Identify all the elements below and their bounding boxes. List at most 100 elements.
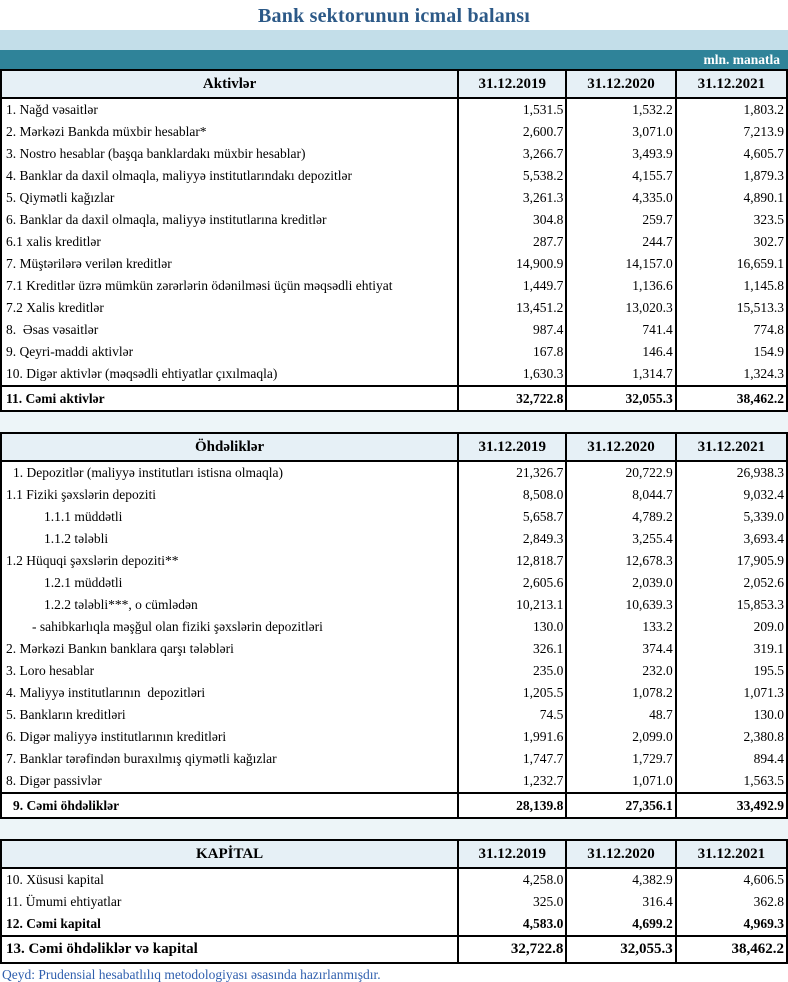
table-row: - sahibkarlıqla məşğul olan fiziki şəxsl… <box>1 616 787 638</box>
cell-value: 1,071.0 <box>565 770 676 793</box>
capital-table: KAPİTAL 31.12.2019 31.12.2020 31.12.2021… <box>0 839 788 964</box>
column-header: 31.12.2020 <box>565 433 676 462</box>
row-label: 1.2.2 tələbli***, o cümlədən <box>44 597 198 612</box>
cell-value: 4,789.2 <box>565 506 676 528</box>
row-label: 11. Ümumi ehtiyatlar <box>6 894 122 909</box>
row-label: 10. Digər aktivlər (məqsədli ehtiyatlar … <box>6 366 278 381</box>
cell-value: 302.7 <box>674 231 787 253</box>
cell-value: 167.8 <box>457 341 567 363</box>
cell-value: 32,722.8 <box>457 935 567 963</box>
table-row: 1.1.2 tələbli 2,849.3 3,255.4 3,693.4 <box>1 528 787 550</box>
capital-header-row: KAPİTAL 31.12.2019 31.12.2020 31.12.2021 <box>1 840 787 869</box>
cell-value: 3,493.9 <box>565 143 676 165</box>
cell-value: 1,205.5 <box>457 682 567 704</box>
cell-value: 2,849.3 <box>457 528 567 550</box>
cell-value: 3,071.0 <box>565 121 676 143</box>
table-row: 8. Əsas vəsaitlər 987.4 741.4 774.8 <box>1 319 787 341</box>
cell-value: 14,157.0 <box>565 253 676 275</box>
cell-value: 38,462.2 <box>674 385 787 411</box>
cell-value: 13,020.3 <box>565 297 676 319</box>
row-label: 7.1 Kreditlər üzrə mümkün zərərlərin ödə… <box>6 278 393 293</box>
cell-value: 130.0 <box>674 704 787 726</box>
row-label: 1.2.1 müddətli <box>44 575 123 590</box>
cell-value: 1,563.5 <box>674 770 787 793</box>
row-label: 6. Banklar da daxil olmaqla, maliyyə ins… <box>6 212 327 227</box>
column-header: 31.12.2019 <box>457 433 567 462</box>
table-row: 1.2.2 tələbli***, o cümlədən 10,213.1 10,6… <box>1 594 787 616</box>
row-label: 2. Mərkəzi Bankda müxbir hesablar* <box>6 124 207 139</box>
row-label: 1.1 Fiziki şəxslərin depoziti <box>6 487 156 502</box>
table-row: 1. Depozitlər (maliyyə institutları isti… <box>1 461 787 484</box>
cell-value: 8,508.0 <box>457 484 567 506</box>
table-row: 7.1 Kreditlər üzrə mümkün zərərlərin ödə… <box>1 275 787 297</box>
table-row: 6. Banklar da daxil olmaqla, maliyyə ins… <box>1 209 787 231</box>
column-header: 31.12.2019 <box>457 70 567 99</box>
table-row: 5. Bankların kreditləri 74.5 48.7 130.0 <box>1 704 787 726</box>
section-header: Aktivlər <box>1 70 459 99</box>
footnote: Qeyd: Prudensial hesabatlılıq metodologi… <box>2 967 381 982</box>
table-row: 13. Cəmi öhdəliklər və kapital 32,722.8 32… <box>1 935 787 963</box>
row-label: 12. Cəmi kapital <box>6 916 101 931</box>
cell-value: 5,658.7 <box>457 506 567 528</box>
cell-value: 259.7 <box>565 209 676 231</box>
cell-value: 1,449.7 <box>457 275 567 297</box>
cell-value: 325.0 <box>457 891 567 913</box>
row-label: 5. Qiymətli kağızlar <box>6 190 115 205</box>
table-row: 6.1 xalis kreditlər 287.7 244.7 302.7 <box>1 231 787 253</box>
column-header: 31.12.2019 <box>457 840 567 869</box>
table-row: 9. Cəmi öhdəliklər 28,139.8 27,356.1 33,492… <box>1 792 787 818</box>
cell-value: 1,071.3 <box>674 682 787 704</box>
cell-value: 7,213.9 <box>674 121 787 143</box>
cell-value: 133.2 <box>565 616 676 638</box>
cell-value: 1,803.2 <box>674 98 787 121</box>
cell-value: 4,258.0 <box>457 868 567 891</box>
table-row: 1.1 Fiziki şəxslərin depoziti 8,508.0 8,04… <box>1 484 787 506</box>
cell-value: 1,232.7 <box>457 770 567 793</box>
cell-value: 2,600.7 <box>457 121 567 143</box>
cell-value: 20,722.9 <box>565 461 676 484</box>
liabilities-header-row: Öhdəliklər 31.12.2019 31.12.2020 31.12.2… <box>1 433 787 462</box>
table-row: 2. Mərkəzi Bankda müxbir hesablar* 2,600.… <box>1 121 787 143</box>
column-header: 31.12.2021 <box>674 433 787 462</box>
column-header: 31.12.2021 <box>674 70 787 99</box>
cell-value: 28,139.8 <box>457 792 567 818</box>
unit-label: mln. manatla <box>0 50 788 69</box>
row-label: 4. Maliyyə institutlarının depozitləri <box>6 685 206 700</box>
table-row: 11. Cəmi aktivlər 32,722.8 32,055.3 38,462.… <box>1 385 787 411</box>
cell-value: 154.9 <box>674 341 787 363</box>
table-row: 10. Digər aktivlər (məqsədli ehtiyatlar … <box>1 363 787 386</box>
cell-value: 38,462.2 <box>674 935 787 963</box>
table-row: 3. Nostro hesablar (başqa banklardakı mü… <box>1 143 787 165</box>
cell-value: 195.5 <box>674 660 787 682</box>
cell-value: 4,155.7 <box>565 165 676 187</box>
cell-value: 326.1 <box>457 638 567 660</box>
cell-value: 4,969.3 <box>674 913 787 936</box>
cell-value: 2,380.8 <box>674 726 787 748</box>
table-row: 4. Maliyyə institutlarının depozitləri 1,… <box>1 682 787 704</box>
cell-value: 1,747.7 <box>457 748 567 770</box>
row-label: 7.2 Xalis kreditlər <box>6 300 104 315</box>
cell-value: 319.1 <box>674 638 787 660</box>
cell-value: 3,255.4 <box>565 528 676 550</box>
cell-value: 209.0 <box>674 616 787 638</box>
cell-value: 14,900.9 <box>457 253 567 275</box>
column-header: 31.12.2020 <box>565 70 676 99</box>
cell-value: 130.0 <box>457 616 567 638</box>
cell-value: 304.8 <box>457 209 567 231</box>
cell-value: 2,052.6 <box>674 572 787 594</box>
row-label: 10. Xüsusi kapital <box>6 872 104 887</box>
cell-value: 374.4 <box>565 638 676 660</box>
cell-value: 10,213.1 <box>457 594 567 616</box>
cell-value: 32,055.3 <box>565 385 676 411</box>
cell-value: 1,136.6 <box>565 275 676 297</box>
table-row: 1.2 Hüquqi şəxslərin depoziti** 12,818.7 1… <box>1 550 787 572</box>
assets-header-row: Aktivlər 31.12.2019 31.12.2020 31.12.202… <box>1 70 787 99</box>
cell-value: 13,451.2 <box>457 297 567 319</box>
cell-value: 4,583.0 <box>457 913 567 936</box>
cell-value: 26,938.3 <box>674 461 787 484</box>
cell-value: 323.5 <box>674 209 787 231</box>
cell-value: 316.4 <box>565 891 676 913</box>
table-row: 7.2 Xalis kreditlər 13,451.2 13,020.3 15,51… <box>1 297 787 319</box>
cell-value: 5,538.2 <box>457 165 567 187</box>
table-row: 6. Digər maliyyə institutlarının kreditl… <box>1 726 787 748</box>
